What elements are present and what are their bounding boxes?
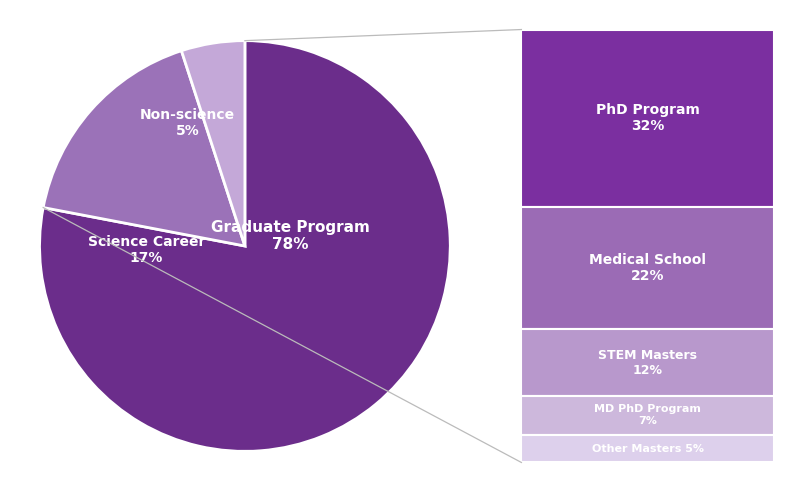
Bar	[521, 207, 774, 329]
Bar	[521, 396, 774, 435]
Wedge shape	[182, 41, 245, 246]
Text: Science Career
17%: Science Career 17%	[88, 235, 205, 265]
Bar	[521, 435, 774, 462]
Text: Other Masters 5%: Other Masters 5%	[592, 444, 704, 454]
Text: Medical School
22%: Medical School 22%	[589, 253, 706, 283]
Bar	[521, 30, 774, 207]
Wedge shape	[43, 51, 245, 246]
Text: PhD Program
32%: PhD Program 32%	[596, 103, 700, 133]
Text: Graduate Program
78%: Graduate Program 78%	[211, 219, 370, 252]
Bar	[521, 329, 774, 396]
Wedge shape	[40, 41, 450, 451]
Text: MD PhD Program
7%: MD PhD Program 7%	[594, 404, 702, 426]
Text: STEM Masters
12%: STEM Masters 12%	[598, 348, 698, 376]
Text: Non-science
5%: Non-science 5%	[140, 108, 235, 138]
